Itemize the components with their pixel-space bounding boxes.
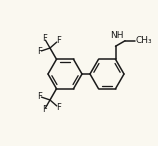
Text: F: F [37, 92, 42, 101]
Text: F: F [56, 36, 61, 45]
Text: CH₃: CH₃ [135, 36, 152, 45]
Text: NH: NH [111, 31, 124, 40]
Text: F: F [37, 47, 42, 56]
Text: F: F [56, 103, 61, 112]
Text: F: F [42, 105, 47, 114]
Text: F: F [42, 34, 47, 43]
